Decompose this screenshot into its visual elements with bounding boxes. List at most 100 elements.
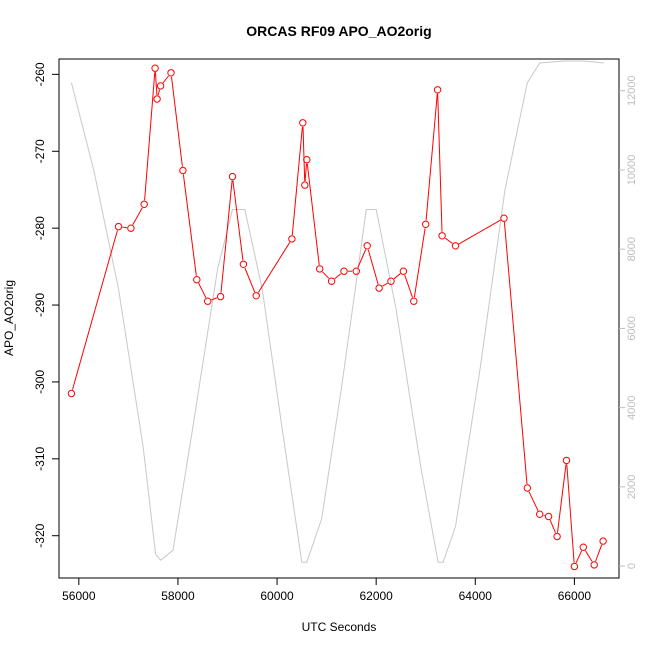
series-segment	[322, 271, 330, 279]
series-segment	[304, 163, 307, 182]
y-axis-label: APO_AO2orig	[2, 280, 16, 356]
data-point	[375, 284, 383, 292]
x-tick-label: 60000	[260, 589, 294, 603]
series-segment	[437, 93, 443, 232]
series-segment	[211, 297, 217, 301]
series-segment	[257, 242, 291, 293]
series-segment	[72, 230, 118, 390]
data-point	[438, 232, 446, 240]
data-point	[239, 260, 248, 268]
series-segment	[584, 550, 593, 562]
data-point	[340, 267, 348, 275]
x-tick-label: 58000	[161, 589, 195, 603]
data-point	[127, 224, 135, 232]
y2-tick-label: 6000	[626, 316, 638, 340]
data-point	[301, 181, 309, 189]
series-segment	[425, 93, 438, 221]
series-segment	[220, 180, 233, 293]
data-point	[500, 214, 508, 222]
data-point	[179, 166, 187, 175]
series-segment	[357, 249, 367, 268]
series-segment	[404, 274, 413, 298]
data-point	[193, 276, 201, 284]
series-segment	[367, 249, 379, 285]
data-point	[167, 69, 175, 77]
series-segment	[171, 76, 183, 167]
y2-tick-label: 8000	[626, 237, 638, 261]
data-point	[590, 561, 598, 569]
x-tick-label: 62000	[359, 589, 393, 603]
y-axis: -320 -310 -300 -290 -280 -270 -260	[33, 62, 59, 548]
series-segment	[162, 75, 169, 84]
y2-tick-label: 12000	[626, 75, 638, 106]
series-segment	[122, 226, 127, 229]
series-segment	[198, 282, 207, 298]
series-segment	[334, 273, 342, 280]
data-point	[536, 510, 544, 518]
plot-frame	[58, 58, 620, 579]
series-segment	[557, 464, 567, 533]
y-tick-label: -280	[33, 216, 47, 240]
data-point	[216, 292, 225, 301]
data-point	[579, 543, 587, 551]
series-segment	[413, 228, 426, 298]
series-segment	[182, 174, 197, 276]
series-segment	[549, 520, 556, 533]
data-point	[67, 389, 76, 398]
data-point	[153, 95, 161, 103]
y-tick-label: -300	[33, 370, 47, 394]
data-point	[151, 64, 159, 72]
series-segment	[291, 126, 303, 235]
data-point	[316, 265, 324, 273]
data-point	[228, 172, 237, 181]
data-point	[327, 277, 336, 285]
data-point	[252, 292, 260, 300]
series-segment	[575, 550, 583, 564]
data-point	[544, 512, 553, 521]
x-axis-label: UTC Seconds	[302, 620, 377, 634]
data-point	[562, 456, 571, 465]
series-segment	[503, 222, 528, 485]
data-point	[363, 242, 371, 250]
y-tick-label: -310	[33, 446, 47, 470]
data-point	[599, 537, 607, 545]
chart-title: ORCAS RF09 APO_AO2orig	[246, 23, 431, 39]
x-axis: 56000 58000 60000 62000 64000 66000	[62, 578, 591, 603]
data-point	[140, 200, 148, 209]
data-point	[303, 156, 311, 164]
data-point	[204, 297, 212, 305]
y2-tick-label: 0	[626, 563, 638, 569]
data-point	[410, 297, 418, 305]
series-segment	[232, 180, 244, 261]
series-segment	[306, 163, 320, 265]
y-tick-label: -260	[33, 62, 47, 86]
series-segment	[382, 282, 388, 287]
series-segment	[566, 464, 575, 563]
right-y-axis: 0 2000 4000 6000 8000 10000 12000	[619, 75, 638, 569]
x-tick-label: 66000	[558, 589, 592, 603]
data-point	[288, 235, 296, 243]
altitude-series-line	[70, 60, 605, 563]
data-point	[451, 242, 460, 250]
y-tick-label: -320	[33, 523, 47, 547]
data-point	[523, 484, 531, 492]
data-point	[570, 562, 579, 571]
x-tick-label: 64000	[459, 589, 493, 603]
series-segment	[244, 267, 256, 293]
series-segment	[445, 237, 453, 244]
y-tick-label: -270	[33, 139, 47, 163]
series-segment	[157, 89, 161, 96]
series-segment	[302, 126, 306, 182]
data-point	[399, 267, 408, 275]
series-segment	[458, 219, 501, 245]
data-point	[156, 82, 165, 90]
data-point	[114, 222, 123, 231]
series-segment	[393, 273, 401, 280]
y-tick-label: -290	[33, 293, 47, 317]
x-tick-label: 56000	[62, 589, 96, 603]
data-point	[433, 86, 442, 94]
data-point	[352, 267, 360, 275]
data-point	[422, 220, 430, 229]
series-segment	[144, 72, 156, 201]
